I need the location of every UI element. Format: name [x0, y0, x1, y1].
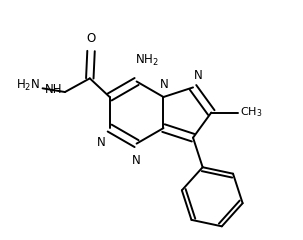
- Text: O: O: [86, 32, 96, 45]
- Text: N: N: [97, 136, 106, 149]
- Text: H$_2$N: H$_2$N: [16, 78, 40, 93]
- Text: N: N: [132, 154, 141, 167]
- Text: N: N: [160, 78, 169, 91]
- Text: CH$_3$: CH$_3$: [240, 106, 263, 120]
- Text: NH$_2$: NH$_2$: [135, 53, 158, 68]
- Text: NH: NH: [45, 83, 62, 96]
- Text: N: N: [194, 69, 203, 82]
